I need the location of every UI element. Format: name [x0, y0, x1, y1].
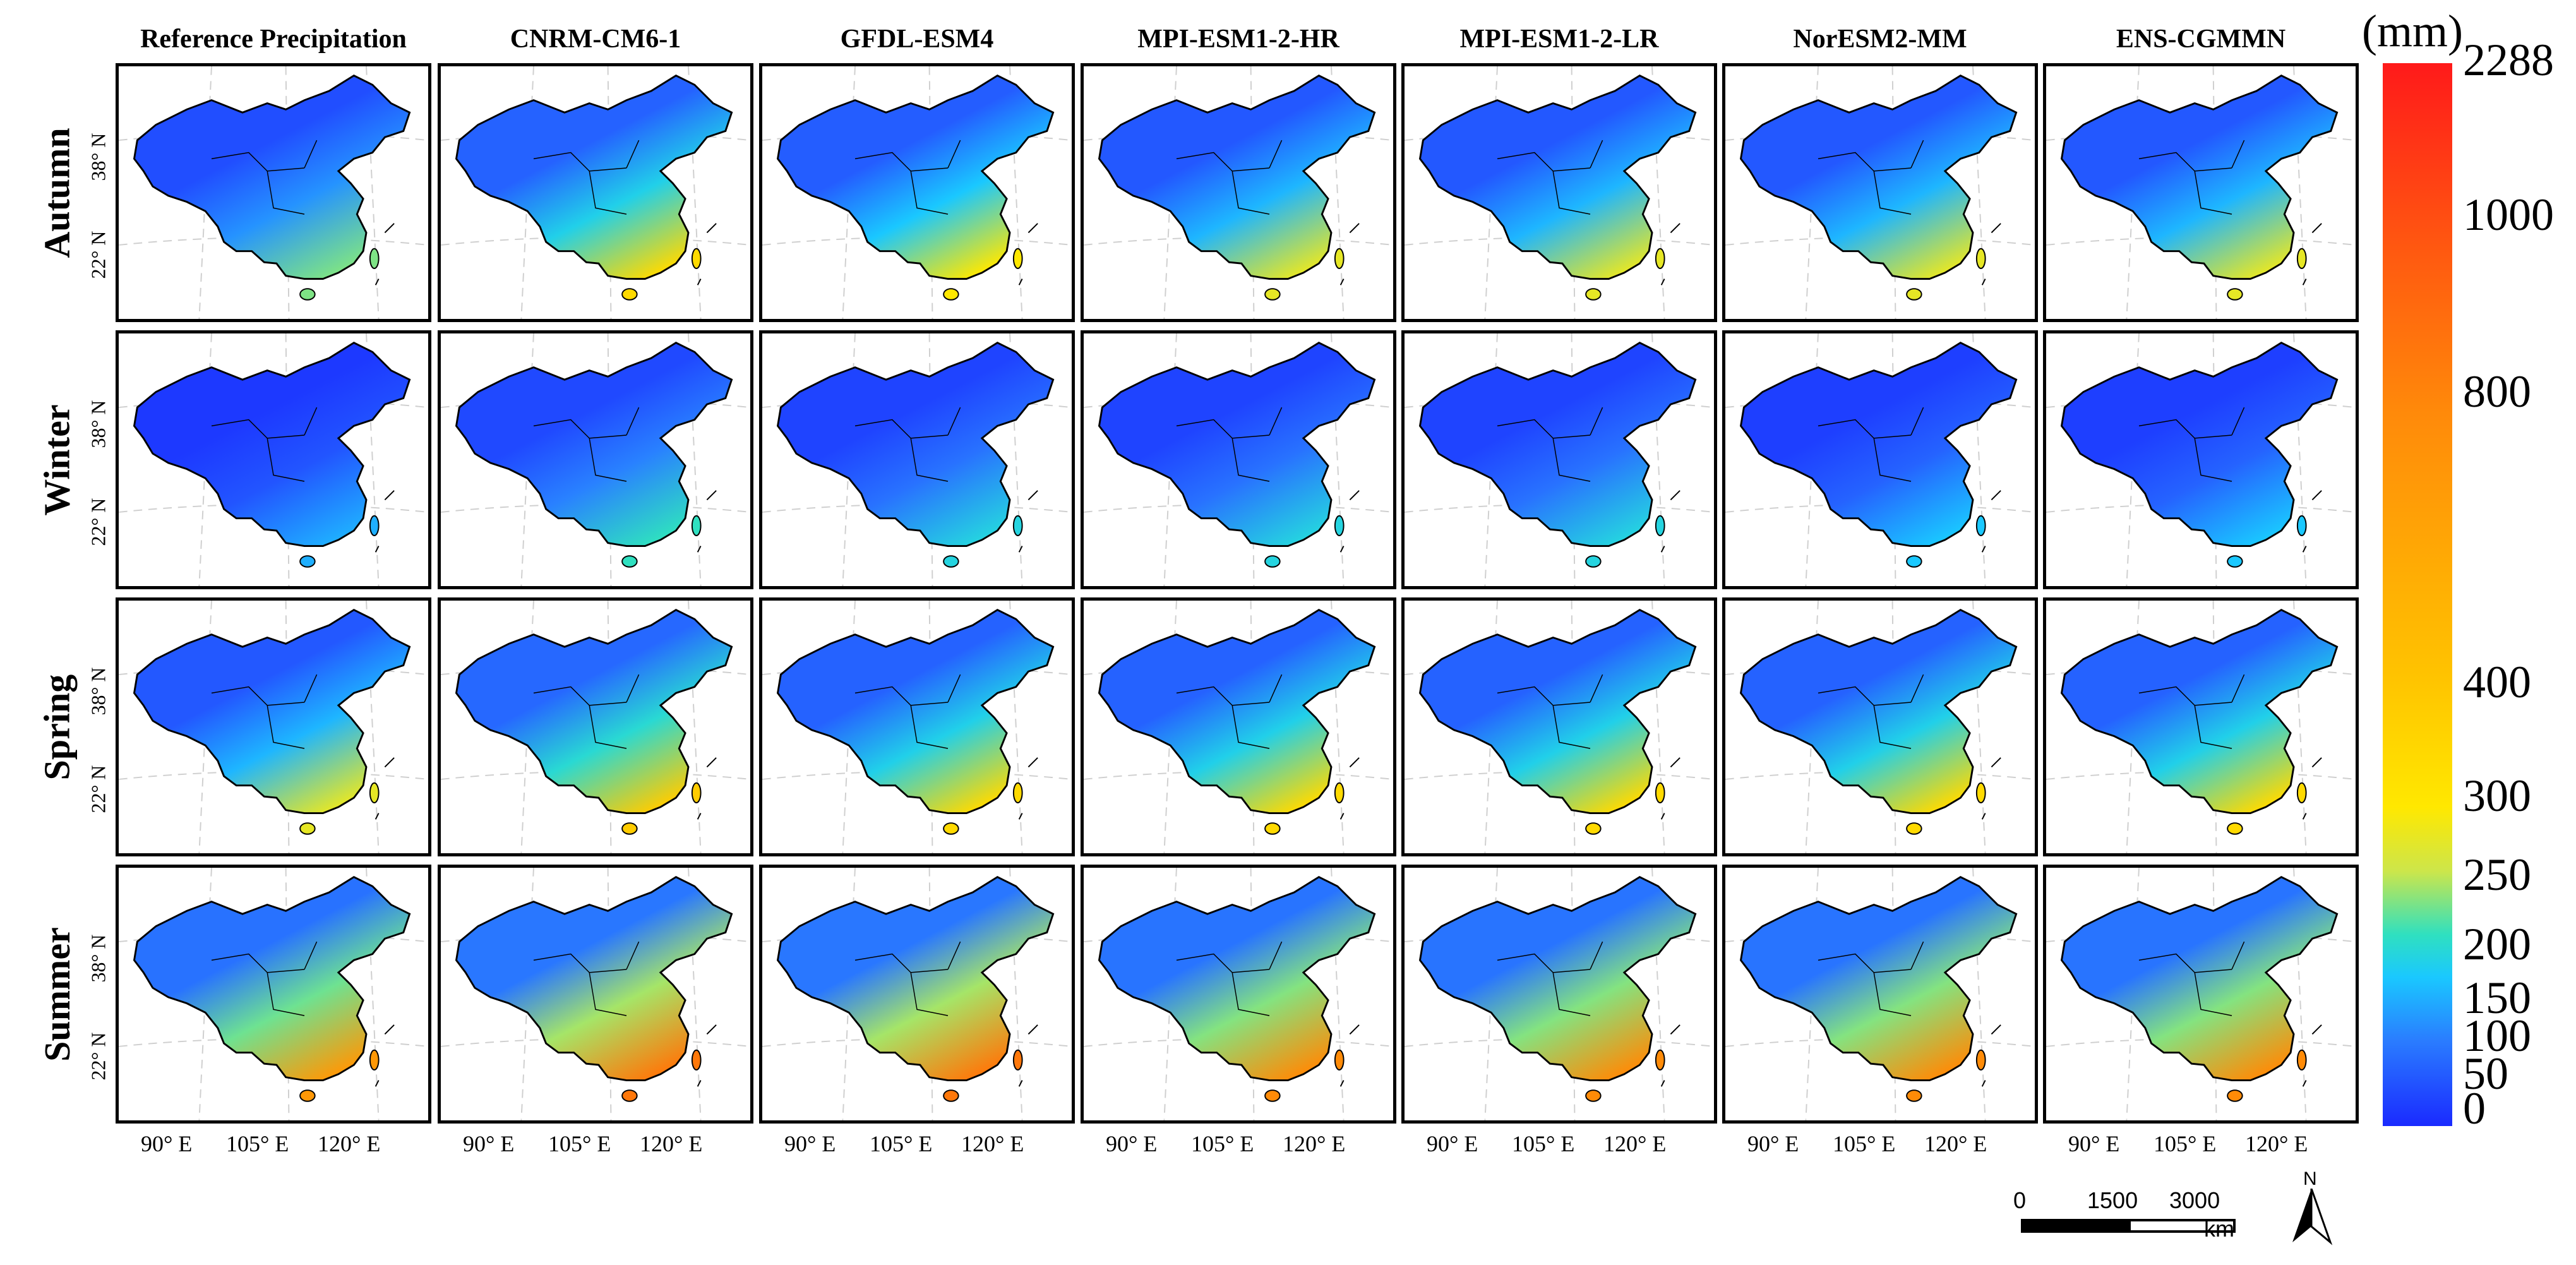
- lon-label: 120° E: [640, 1131, 703, 1156]
- map-panel-autumn-6: [2043, 63, 2359, 322]
- lat-label: 22° N: [87, 231, 110, 279]
- colorbar-tick-50: 50: [2463, 1048, 2508, 1099]
- column-title-0: Reference Precipitation: [140, 25, 407, 54]
- lon-label: 105° E: [1833, 1131, 1896, 1156]
- map-panel-winter-0: [116, 330, 431, 589]
- map-panel-winter-3: [1081, 330, 1396, 589]
- lon-label: 120° E: [2245, 1131, 2308, 1156]
- lon-label: 120° E: [961, 1131, 1024, 1156]
- row-label-autumn: Autumn: [0, 63, 114, 322]
- colorbar-tick-0: 0: [2463, 1083, 2486, 1134]
- row-label-text: Autumn: [36, 127, 78, 258]
- scale-label-0: 0: [2013, 1187, 2027, 1213]
- row-label-text: Spring: [36, 674, 78, 780]
- map-panel-summer-1: [438, 865, 753, 1124]
- lon-label: 105° E: [226, 1131, 289, 1156]
- map-panel-autumn-2: [759, 63, 1075, 322]
- map-panel-autumn-1: [438, 63, 753, 322]
- north-label: N: [2303, 1168, 2317, 1189]
- column-title-1: CNRM-CM6-1: [510, 25, 681, 54]
- map-panel-winter-2: [759, 330, 1075, 589]
- lon-label: 90° E: [784, 1131, 836, 1156]
- column-title-6: ENS-CGMMN: [2116, 25, 2286, 54]
- lat-label: 22° N: [87, 498, 110, 546]
- row-label-winter: Winter: [0, 330, 114, 589]
- map-panel-summer-4: [1401, 865, 1717, 1124]
- lon-label: 90° E: [1106, 1131, 1158, 1156]
- map-panel-spring-2: [759, 597, 1075, 856]
- lon-label: 90° E: [141, 1131, 193, 1156]
- lon-label: 105° E: [2154, 1131, 2217, 1156]
- map-panel-winter-6: [2043, 330, 2359, 589]
- lat-label: 22° N: [87, 765, 110, 813]
- map-panel-spring-5: [1722, 597, 2038, 856]
- map-panel-spring-3: [1081, 597, 1396, 856]
- map-panel-autumn-0: [116, 63, 431, 322]
- map-panel-winter-5: [1722, 330, 2038, 589]
- lon-label: 105° E: [870, 1131, 933, 1156]
- lon-label: 105° E: [1512, 1131, 1575, 1156]
- map-panel-spring-6: [2043, 597, 2359, 856]
- colorbar-tick-150: 150: [2463, 973, 2531, 1023]
- colorbar-tick-200: 200: [2463, 919, 2531, 969]
- row-label-spring: Spring: [0, 597, 114, 856]
- lat-label: 38° N: [87, 667, 110, 716]
- colorbar: [2383, 63, 2452, 1126]
- lon-label: 120° E: [318, 1131, 381, 1156]
- lat-label: 38° N: [87, 400, 110, 448]
- lon-label: 90° E: [2068, 1131, 2120, 1156]
- north-arrow-icon: N: [2289, 1168, 2333, 1245]
- colorbar-tick-250: 250: [2463, 849, 2531, 900]
- row-label-text: Winter: [36, 404, 78, 516]
- lon-label: 120° E: [1924, 1131, 1987, 1156]
- map-panel-winter-1: [438, 330, 753, 589]
- lat-label: 38° N: [87, 934, 110, 983]
- colorbar-tick-400: 400: [2463, 657, 2531, 707]
- colorbar-tick-800: 800: [2463, 366, 2531, 417]
- colorbar-tick-300: 300: [2463, 770, 2531, 821]
- colorbar-tick-100: 100: [2463, 1010, 2531, 1061]
- lon-label: 105° E: [1191, 1131, 1254, 1156]
- map-panel-summer-5: [1722, 865, 2038, 1124]
- map-panel-summer-0: [116, 865, 431, 1124]
- map-panel-spring-1: [438, 597, 753, 856]
- map-panel-autumn-5: [1722, 63, 2038, 322]
- map-panel-summer-6: [2043, 865, 2359, 1124]
- column-title-2: GFDL-ESM4: [840, 25, 994, 54]
- scale-unit: km: [2204, 1216, 2234, 1242]
- row-label-summer: Summer: [0, 865, 114, 1124]
- lon-label: 120° E: [1283, 1131, 1346, 1156]
- lon-label: 90° E: [463, 1131, 515, 1156]
- lon-label: 90° E: [1747, 1131, 1799, 1156]
- lat-label: 22° N: [87, 1032, 110, 1081]
- colorbar-tick-1000: 1000: [2463, 189, 2554, 240]
- map-panel-summer-3: [1081, 865, 1396, 1124]
- map-panel-winter-4: [1401, 330, 1717, 589]
- row-label-text: Summer: [36, 926, 78, 1062]
- lon-label: 90° E: [1427, 1131, 1478, 1156]
- lon-label: 120° E: [1603, 1131, 1667, 1156]
- lat-label: 38° N: [87, 133, 110, 181]
- scale-label-1500: 1500: [2087, 1187, 2138, 1213]
- map-panel-spring-0: [116, 597, 431, 856]
- map-panel-autumn-3: [1081, 63, 1396, 322]
- colorbar-tick-2288: 2288: [2463, 35, 2554, 85]
- map-panel-autumn-4: [1401, 63, 1717, 322]
- lon-label: 105° E: [548, 1131, 611, 1156]
- column-title-5: NorESM2-MM: [1793, 25, 1967, 54]
- map-panel-spring-4: [1401, 597, 1717, 856]
- column-title-3: MPI-ESM1-2-HR: [1137, 25, 1339, 54]
- column-title-4: MPI-ESM1-2-LR: [1459, 25, 1659, 54]
- scale-label-3000: 3000: [2169, 1187, 2220, 1213]
- colorbar-unit: (mm): [2362, 6, 2463, 56]
- scale-bar: [2021, 1219, 2236, 1233]
- map-panel-summer-2: [759, 865, 1075, 1124]
